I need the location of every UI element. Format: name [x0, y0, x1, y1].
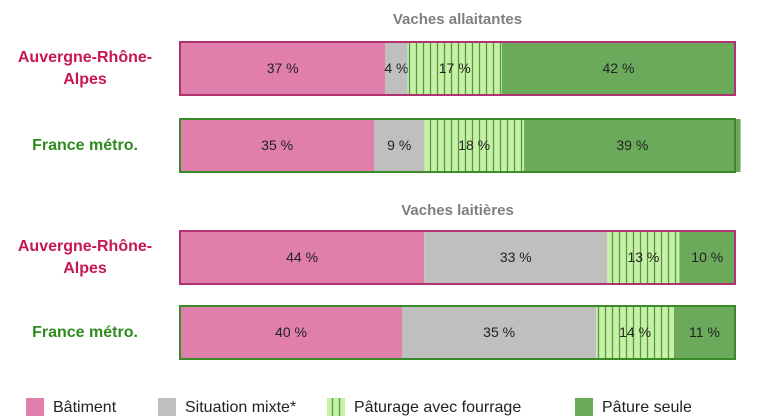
- legend-swatch: [575, 398, 593, 416]
- bar-segment: [407, 42, 502, 95]
- value-label: 40 %: [275, 324, 307, 340]
- legend-label: Bâtiment: [53, 399, 117, 416]
- bar-segment: [424, 231, 608, 284]
- legend-swatch: [26, 398, 44, 416]
- legend-label: Pâture seule: [602, 399, 692, 416]
- value-label: 10 %: [691, 249, 723, 265]
- value-label: 11 %: [689, 324, 720, 340]
- legend-swatch: [158, 398, 176, 416]
- bar-segment: [424, 119, 525, 172]
- legend-label: Situation mixte*: [185, 399, 296, 416]
- bar-segment: [402, 306, 597, 359]
- bar-segment: [524, 119, 741, 172]
- bar-border: [179, 230, 736, 285]
- bar-segment: [596, 306, 674, 359]
- bar-segment: [385, 42, 408, 95]
- category-label: France métro.: [32, 323, 138, 341]
- value-label: 37 %: [267, 60, 299, 76]
- category-label: Auvergne-Rhône-Alpes: [17, 48, 153, 88]
- value-label: 9 %: [387, 137, 411, 153]
- bar-segment: [180, 306, 402, 359]
- value-label: 39 %: [616, 137, 648, 153]
- value-label: 42 %: [602, 60, 634, 76]
- value-label: 33 %: [500, 249, 532, 265]
- legend-label: Pâturage avec fourrage: [354, 399, 521, 416]
- bar-segment: [679, 231, 735, 284]
- category-label: Auvergne-Rhône-Alpes: [17, 237, 153, 277]
- value-label: 14 %: [619, 324, 651, 340]
- bar-segment: [673, 306, 735, 359]
- value-label: 17 %: [439, 60, 471, 76]
- chart-title: Vaches laitières: [401, 202, 514, 219]
- legend-swatch: [327, 398, 345, 416]
- bar-border: [179, 118, 736, 173]
- bar-segment: [180, 119, 375, 172]
- bar-border: [179, 305, 736, 360]
- value-label: 35 %: [483, 324, 515, 340]
- bar-segment: [607, 231, 680, 284]
- chart-title: Vaches allaitantes: [393, 11, 522, 28]
- category-label: France métro.: [32, 136, 138, 154]
- bar-border: [179, 41, 736, 96]
- value-label: 13 %: [627, 249, 659, 265]
- value-label: 44 %: [286, 249, 318, 265]
- bar-segment: [180, 42, 386, 95]
- bar-segment: [180, 231, 425, 284]
- bar-segment: [501, 42, 735, 95]
- bar-segment: [374, 119, 425, 172]
- value-label: 18 %: [458, 137, 490, 153]
- value-label: 4 %: [384, 60, 408, 76]
- value-label: 35 %: [261, 137, 293, 153]
